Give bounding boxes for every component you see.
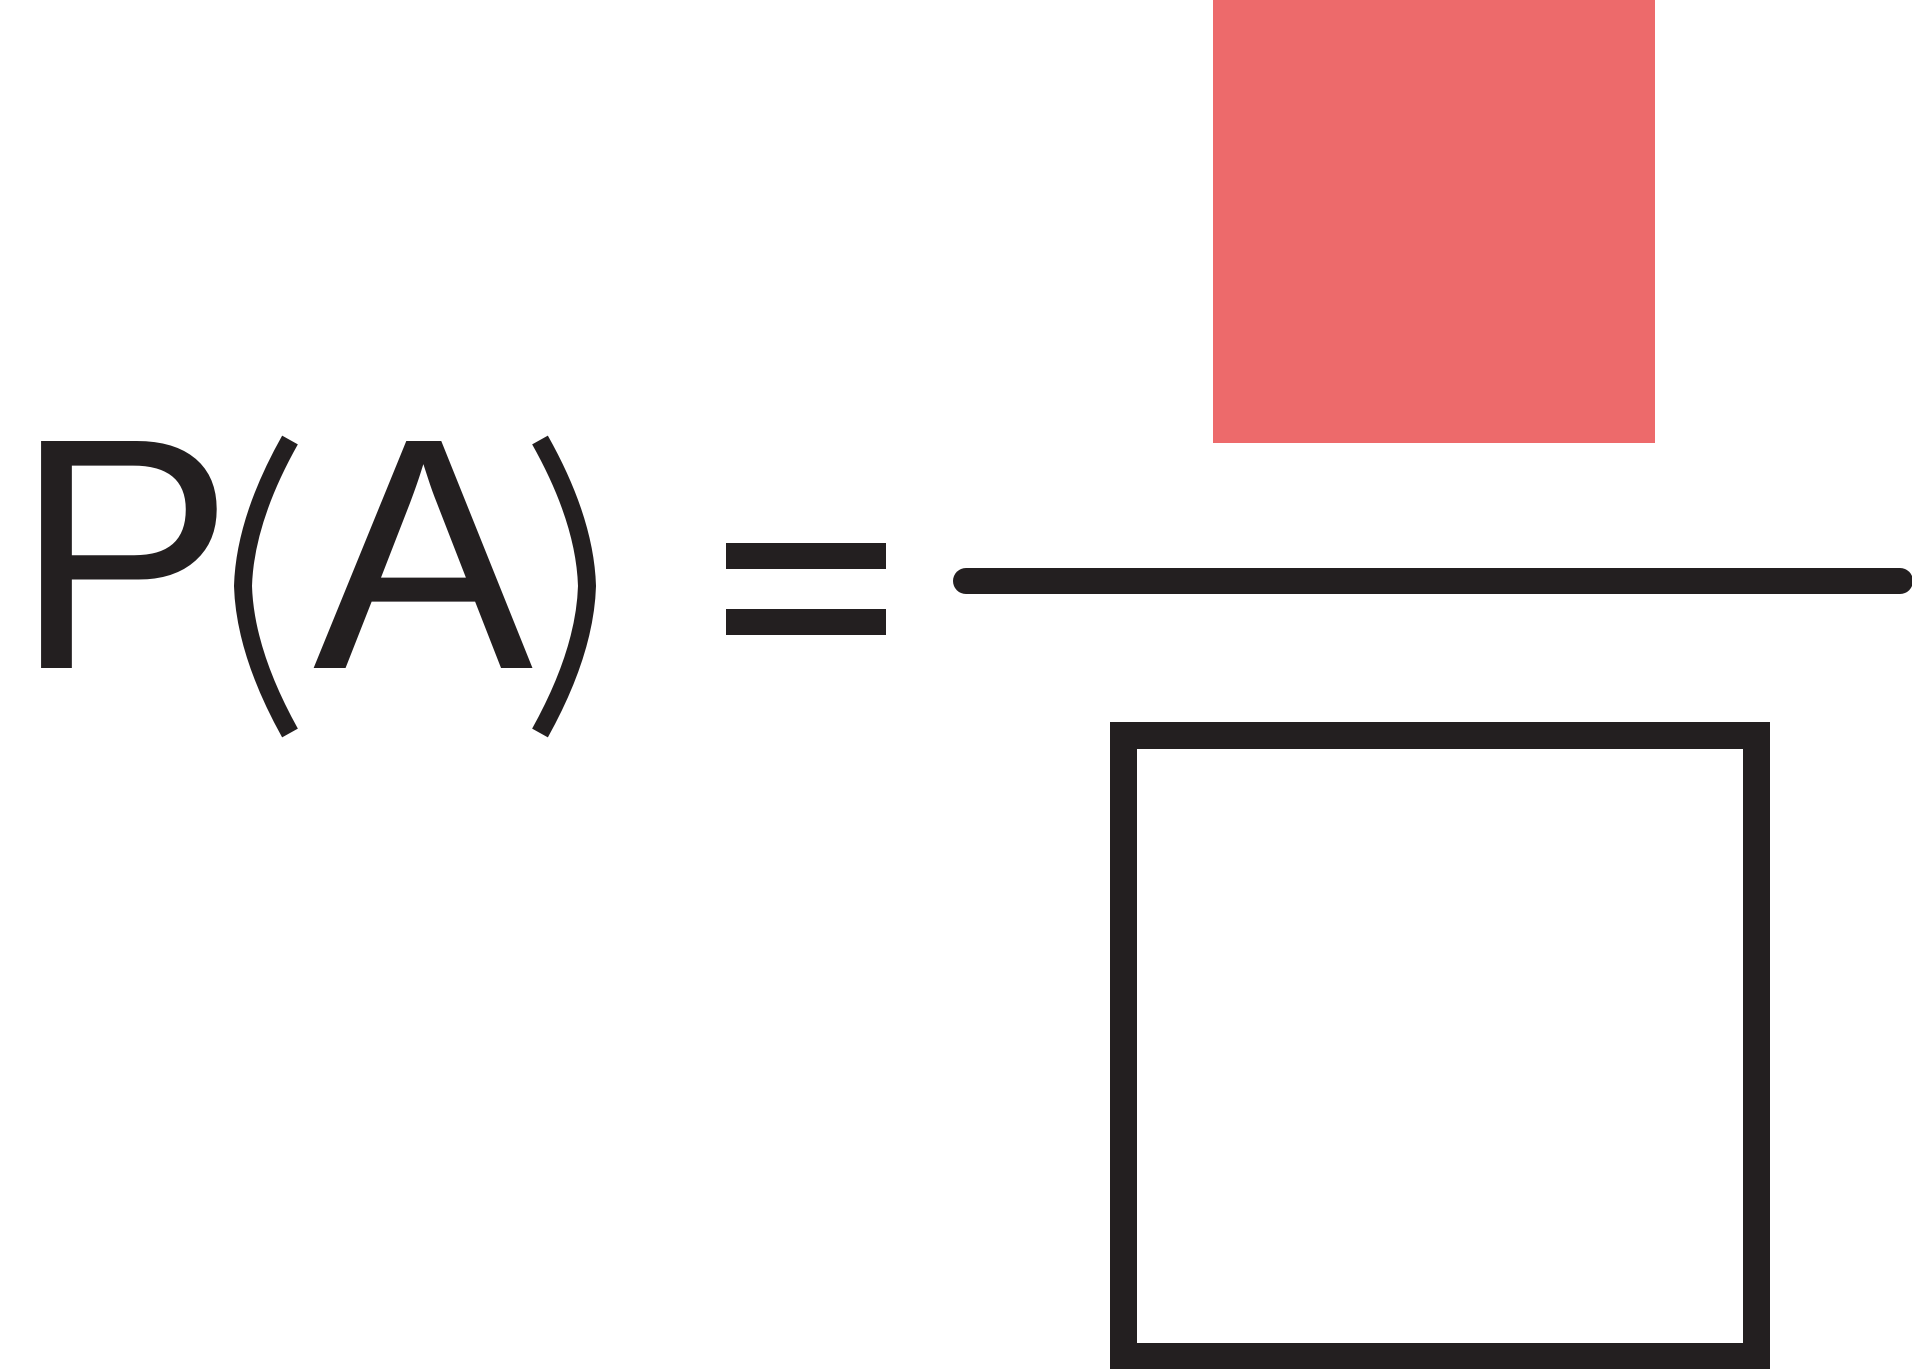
close-parenthesis-shape	[532, 435, 597, 738]
equals-bar-top	[726, 543, 886, 569]
denominator-sample-space-square	[1110, 722, 1770, 1369]
numerator-event-square	[1213, 0, 1655, 443]
equals-sign	[726, 543, 886, 635]
event-letter-a: A	[313, 369, 535, 738]
function-letter-p: P	[14, 369, 234, 738]
open-parenthesis-shape	[233, 435, 298, 738]
equals-bar-bottom	[726, 609, 886, 635]
